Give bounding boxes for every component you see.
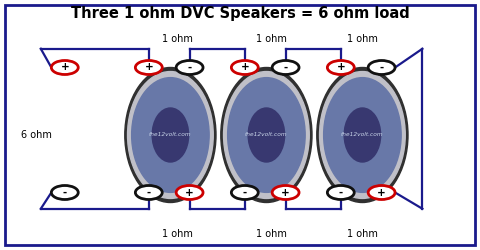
Circle shape	[135, 60, 162, 74]
Text: 1 ohm: 1 ohm	[162, 34, 193, 44]
Circle shape	[368, 186, 395, 200]
Circle shape	[176, 60, 203, 74]
Text: -: -	[243, 188, 247, 198]
Text: -: -	[380, 62, 384, 72]
Text: +: +	[185, 188, 194, 198]
Ellipse shape	[324, 78, 401, 192]
Text: 1 ohm: 1 ohm	[347, 34, 378, 44]
Ellipse shape	[228, 78, 305, 192]
Text: -: -	[284, 62, 288, 72]
Text: 1 ohm: 1 ohm	[347, 229, 378, 239]
Ellipse shape	[152, 108, 189, 162]
Ellipse shape	[128, 72, 213, 198]
Text: +: +	[60, 62, 69, 72]
Ellipse shape	[221, 68, 312, 202]
Ellipse shape	[317, 68, 408, 202]
Ellipse shape	[224, 72, 309, 198]
Circle shape	[231, 60, 258, 74]
Text: +: +	[240, 62, 249, 72]
FancyBboxPatch shape	[5, 5, 475, 245]
Text: -: -	[188, 62, 192, 72]
Text: +: +	[144, 62, 153, 72]
Circle shape	[176, 186, 203, 200]
Text: 1 ohm: 1 ohm	[256, 34, 287, 44]
Circle shape	[327, 60, 354, 74]
Circle shape	[135, 186, 162, 200]
Text: 6 ohm: 6 ohm	[21, 130, 51, 140]
Text: +: +	[281, 188, 290, 198]
Circle shape	[272, 186, 299, 200]
Text: +: +	[336, 62, 345, 72]
Circle shape	[231, 186, 258, 200]
Text: 1 ohm: 1 ohm	[162, 229, 193, 239]
Text: +: +	[377, 188, 386, 198]
Ellipse shape	[125, 68, 216, 202]
Circle shape	[51, 186, 78, 200]
Text: 1 ohm: 1 ohm	[256, 229, 287, 239]
Text: -: -	[147, 188, 151, 198]
Ellipse shape	[132, 78, 209, 192]
Ellipse shape	[344, 108, 381, 162]
Text: -: -	[63, 188, 67, 198]
Circle shape	[272, 60, 299, 74]
Text: the12volt.com: the12volt.com	[341, 132, 384, 138]
Text: Three 1 ohm DVC Speakers = 6 ohm load: Three 1 ohm DVC Speakers = 6 ohm load	[71, 6, 409, 21]
Circle shape	[368, 60, 395, 74]
Text: the12volt.com: the12volt.com	[149, 132, 192, 138]
Ellipse shape	[248, 108, 285, 162]
Text: the12volt.com: the12volt.com	[245, 132, 288, 138]
Circle shape	[51, 60, 78, 74]
Text: -: -	[339, 188, 343, 198]
Circle shape	[327, 186, 354, 200]
Ellipse shape	[320, 72, 405, 198]
